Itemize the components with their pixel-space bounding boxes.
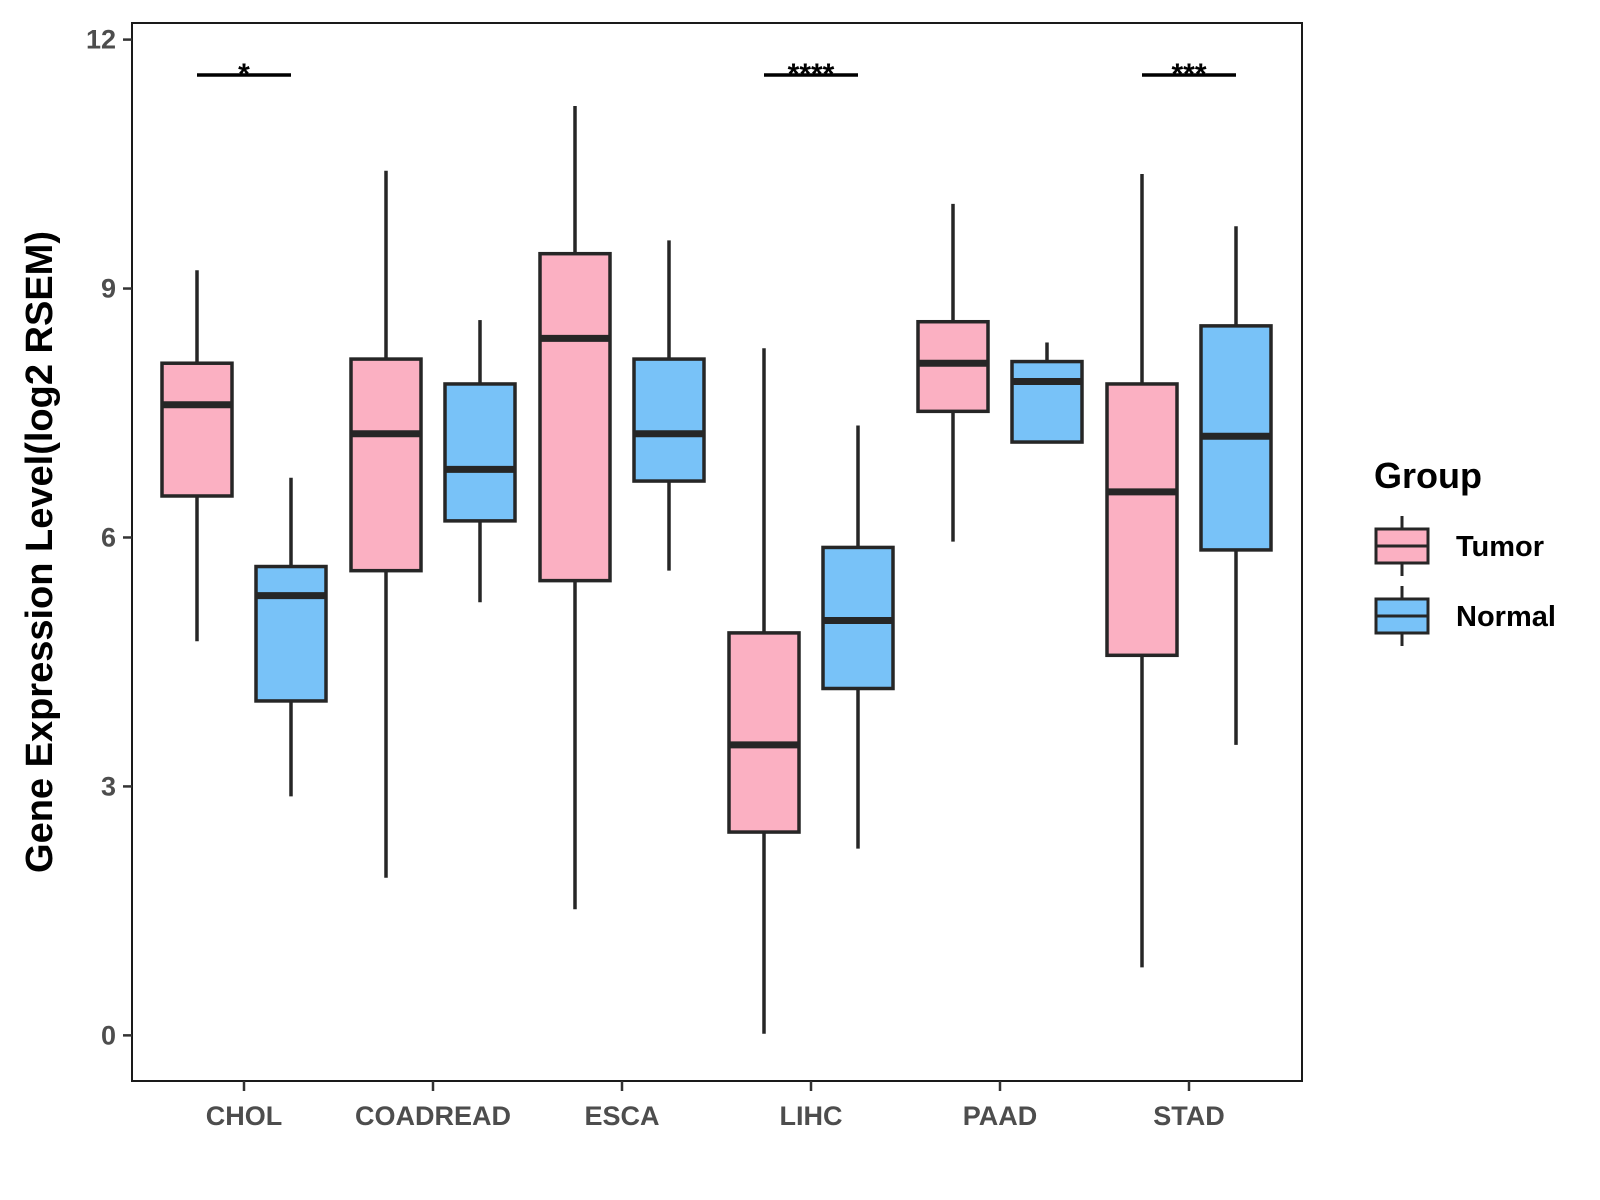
legend-label: Tumor bbox=[1456, 531, 1544, 563]
box-tumor-lihc bbox=[727, 348, 801, 1034]
box-tumor-chol bbox=[160, 270, 234, 642]
panel-border bbox=[131, 22, 1303, 1082]
box-normal-coadread bbox=[443, 320, 517, 603]
plot-panel bbox=[131, 22, 1303, 1082]
box-body bbox=[538, 251, 612, 583]
legend-item-tumor: Tumor bbox=[1374, 516, 1544, 576]
x-tick-label: COADREAD bbox=[355, 1101, 511, 1131]
box-tumor-esca bbox=[538, 105, 612, 910]
legend-label: Normal bbox=[1456, 601, 1556, 633]
box-body bbox=[1010, 359, 1084, 444]
x-tick-label: LIHC bbox=[780, 1101, 843, 1131]
y-tick-label: 12 bbox=[86, 25, 116, 55]
box-layer bbox=[160, 105, 1273, 1034]
significance-layer: * **** *** bbox=[197, 58, 1236, 91]
box-normal-esca bbox=[632, 240, 706, 571]
x-tick-label: STAD bbox=[1153, 1101, 1225, 1131]
legend: Group Tumor Normal bbox=[1374, 455, 1556, 646]
box-tumor-paad bbox=[916, 203, 990, 542]
box-tumor-coadread bbox=[349, 170, 423, 878]
y-axis: 0 3 6 9 12 bbox=[86, 25, 132, 1050]
legend-item-normal: Normal bbox=[1374, 586, 1556, 646]
box-normal-chol bbox=[254, 477, 328, 797]
box-body bbox=[349, 357, 423, 573]
y-tick-label: 6 bbox=[101, 522, 116, 552]
significance-label: **** bbox=[788, 58, 835, 91]
box-body bbox=[1105, 382, 1179, 658]
y-tick-label: 9 bbox=[101, 274, 116, 304]
box-body bbox=[632, 357, 706, 483]
y-axis-title: Gene Expression Level(log2 RSEM) bbox=[19, 231, 61, 873]
significance-label: *** bbox=[1171, 58, 1206, 91]
y-tick-label: 3 bbox=[101, 771, 116, 801]
box-body bbox=[254, 564, 328, 703]
box-normal-paad bbox=[1010, 342, 1084, 444]
x-axis: CHOL COADREAD ESCA LIHC PAAD STAD bbox=[206, 1081, 1225, 1131]
box-body bbox=[443, 382, 517, 523]
x-tick-label: PAAD bbox=[963, 1101, 1038, 1131]
box-body bbox=[160, 361, 234, 498]
box-normal-stad bbox=[1199, 226, 1273, 745]
x-tick-label: ESCA bbox=[584, 1101, 659, 1131]
box-tumor-stad bbox=[1105, 174, 1179, 968]
x-tick-label: CHOL bbox=[206, 1101, 283, 1131]
box-body bbox=[727, 631, 801, 834]
legend-title: Group bbox=[1374, 455, 1482, 496]
y-tick-label: 0 bbox=[101, 1020, 116, 1050]
box-normal-lihc bbox=[821, 425, 895, 849]
significance-label: * bbox=[238, 58, 250, 91]
